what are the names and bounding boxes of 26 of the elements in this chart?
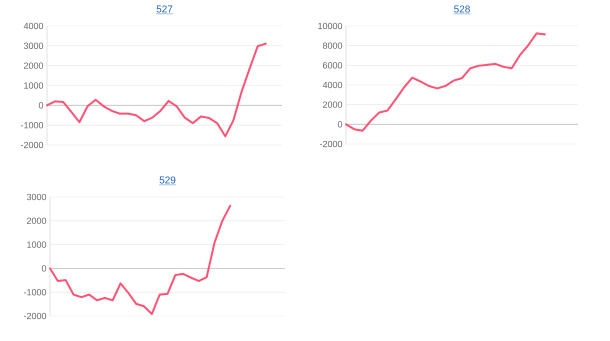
y-tick-label: 4000 bbox=[24, 22, 44, 30]
chart-title: 529 bbox=[160, 176, 176, 184]
line-series bbox=[345, 32, 546, 132]
y-tick-label: 0 bbox=[338, 121, 342, 128]
y-tick-label: 2000 bbox=[26, 218, 46, 224]
y-tick-label: 2000 bbox=[24, 62, 44, 69]
y-tick-label: -2000 bbox=[320, 140, 342, 148]
y-tick-label: 1000 bbox=[27, 241, 46, 248]
y-tick-label: 1000 bbox=[24, 82, 44, 89]
y-tick-label: -2000 bbox=[24, 312, 46, 320]
y-tick-label: 6000 bbox=[322, 62, 342, 69]
y-tick-label: 10000 bbox=[318, 22, 342, 30]
y-tick-label: -1000 bbox=[20, 122, 44, 128]
y-tick-label: 0 bbox=[38, 102, 44, 109]
y-tick-label: 8000 bbox=[322, 42, 342, 49]
y-tick-label: 2000 bbox=[322, 101, 342, 108]
y-tick-label: 3000 bbox=[24, 42, 44, 50]
y-tick-label: 4000 bbox=[322, 82, 342, 88]
chart-title: 528 bbox=[454, 5, 470, 13]
line-series bbox=[49, 204, 232, 316]
chart-title: 527 bbox=[156, 5, 172, 13]
line-series bbox=[46, 42, 267, 138]
y-tick-label: -1000 bbox=[24, 289, 46, 296]
y-tick-label: 3000 bbox=[26, 194, 46, 200]
y-tick-label: -2000 bbox=[20, 142, 44, 148]
y-tick-label: 0 bbox=[42, 265, 46, 272]
